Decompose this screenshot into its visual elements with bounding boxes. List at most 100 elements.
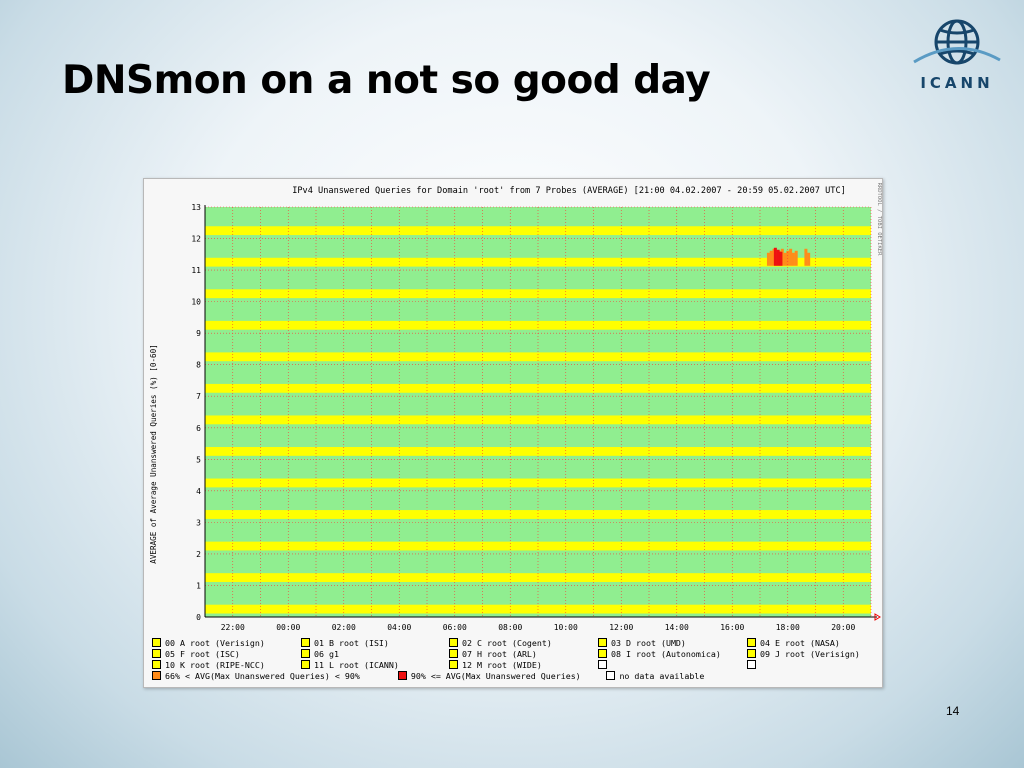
logo-text: ICANN bbox=[920, 74, 994, 92]
x-tick-label: 20:00 bbox=[831, 623, 855, 632]
legend-swatch bbox=[397, 671, 407, 680]
legend-swatch bbox=[301, 649, 310, 658]
x-tick-label: 02:00 bbox=[332, 623, 356, 632]
legend-swatch bbox=[747, 649, 756, 658]
legend-label: 03 D root (UMD) bbox=[611, 638, 686, 648]
legend-swatch bbox=[598, 638, 607, 647]
orange-spike bbox=[807, 252, 811, 266]
legend-item: 04 E root (NASA) bbox=[747, 638, 840, 649]
band-10 bbox=[205, 289, 871, 299]
legend-item: 66% < AVG(Max Unanswered Queries) < 90% bbox=[152, 671, 360, 682]
orange-spike bbox=[783, 252, 787, 266]
legend-label: 07 H root (ARL) bbox=[462, 649, 537, 659]
legend-swatch bbox=[152, 638, 161, 647]
band-9 bbox=[205, 320, 871, 330]
legend-swatch bbox=[606, 671, 616, 680]
band-1 bbox=[205, 573, 871, 582]
legend-swatch bbox=[449, 660, 458, 669]
band-3 bbox=[205, 510, 871, 519]
y-tick-label: 7 bbox=[196, 392, 201, 401]
legend-label: 02 C root (Cogent) bbox=[462, 638, 552, 648]
y-tick-label: 9 bbox=[196, 329, 201, 338]
x-tick-label: 18:00 bbox=[776, 623, 800, 632]
legend-label: 11 L root (ICANN) bbox=[314, 660, 399, 670]
orange-spike bbox=[804, 248, 808, 266]
band-6 bbox=[205, 415, 871, 425]
slide-title: DNSmon on a not so good day bbox=[62, 58, 711, 103]
legend-label: no data available bbox=[619, 671, 705, 681]
legend-item: 07 H root (ARL) bbox=[449, 649, 537, 660]
dnsmon-chart: IPv4 Unanswered Queries for Domain 'root… bbox=[143, 178, 883, 688]
legend-label: 08 I root (Autonomica) bbox=[611, 649, 721, 659]
legend-label: 10 K root (RIPE-NCC) bbox=[165, 660, 265, 670]
y-tick-label: 4 bbox=[196, 487, 201, 496]
x-tick-label: 04:00 bbox=[387, 623, 411, 632]
legend-item: 08 I root (Autonomica) bbox=[598, 649, 721, 660]
y-tick-label: 2 bbox=[196, 550, 201, 559]
red-spike bbox=[776, 249, 780, 266]
legend-item: 05 F root (ISC) bbox=[152, 649, 240, 660]
legend-label: 00 A root (Verisign) bbox=[165, 638, 265, 648]
legend-item: 12 M root (WIDE) bbox=[449, 660, 542, 671]
band-12 bbox=[205, 226, 871, 236]
red-spike bbox=[773, 247, 777, 266]
legend-swatch bbox=[301, 660, 310, 669]
legend-item: 11 L root (ICANN) bbox=[301, 660, 399, 671]
y-tick-label: 1 bbox=[196, 581, 201, 590]
orange-spike bbox=[794, 250, 798, 266]
x-tick-label: 08:00 bbox=[498, 623, 522, 632]
y-tick-label: 11 bbox=[191, 266, 201, 275]
legend-label: 01 B root (ISI) bbox=[314, 638, 389, 648]
band-7 bbox=[205, 383, 871, 393]
x-tick-label: 14:00 bbox=[665, 623, 689, 632]
legend-item: 01 B root (ISI) bbox=[301, 638, 389, 649]
orange-spike bbox=[766, 252, 770, 266]
y-tick-label: 8 bbox=[196, 361, 201, 370]
y-tick-label: 6 bbox=[196, 424, 201, 433]
band-8 bbox=[205, 352, 871, 362]
x-tick-label: 22:00 bbox=[221, 623, 245, 632]
legend-swatch bbox=[598, 649, 607, 658]
band-11 bbox=[205, 257, 871, 267]
legend-item: 06 g1 bbox=[301, 649, 339, 660]
legend-swatch bbox=[152, 649, 161, 658]
axes bbox=[204, 205, 881, 621]
x-tick-label: 06:00 bbox=[443, 623, 467, 632]
legend-swatch bbox=[152, 671, 161, 680]
x-tick-label: 00:00 bbox=[276, 623, 300, 632]
y-tick-label: 10 bbox=[191, 298, 201, 307]
legend-swatch bbox=[747, 660, 756, 669]
band-5 bbox=[205, 447, 871, 456]
rrdtool-side-label: RRDTOOL / TOBI OETIKER bbox=[876, 183, 882, 257]
legend-item: 03 D root (UMD) bbox=[598, 638, 686, 649]
legend-label: 06 g1 bbox=[314, 649, 339, 659]
x-tick-labels: 22:00 00:00 02:00 04:00 06:00 08:00 10:00 12:00… bbox=[221, 623, 856, 632]
legend-label: 12 M root (WIDE) bbox=[462, 660, 542, 670]
legend-item: 00 A root (Verisign) bbox=[152, 638, 265, 649]
legend-item: 10 K root (RIPE-NCC) bbox=[152, 660, 265, 671]
legend-label: 09 J root (Verisign) bbox=[760, 649, 860, 659]
y-tick-label: 3 bbox=[196, 518, 201, 527]
band-4 bbox=[205, 478, 871, 488]
y-axis-label: AVERAGE of Average Unanswered Queries (%… bbox=[149, 344, 158, 563]
chart-title: IPv4 Unanswered Queries for Domain 'root… bbox=[292, 186, 846, 196]
legend-item: no data available bbox=[606, 671, 704, 682]
legend-item: 09 J root (Verisign) bbox=[747, 649, 860, 660]
chart-svg: IPv4 Unanswered Queries for Domain 'root… bbox=[149, 183, 882, 632]
orange-spike bbox=[769, 250, 773, 266]
legend-swatch bbox=[449, 638, 458, 647]
legend-swatch bbox=[598, 660, 607, 669]
legend-label: 04 E root (NASA) bbox=[760, 638, 840, 648]
orange-spike bbox=[789, 248, 793, 266]
legend-swatch bbox=[449, 649, 458, 658]
y-tick-label: 0 bbox=[196, 613, 201, 622]
legend-item bbox=[598, 660, 611, 671]
x-tick-label: 10:00 bbox=[554, 623, 578, 632]
y-tick-label: 13 bbox=[191, 203, 201, 212]
y-tick-label: 5 bbox=[196, 455, 201, 464]
legend-item bbox=[747, 660, 760, 671]
legend-swatch bbox=[747, 638, 756, 647]
legend-item: 02 C root (Cogent) bbox=[449, 638, 552, 649]
x-axis-arrow bbox=[874, 613, 881, 621]
